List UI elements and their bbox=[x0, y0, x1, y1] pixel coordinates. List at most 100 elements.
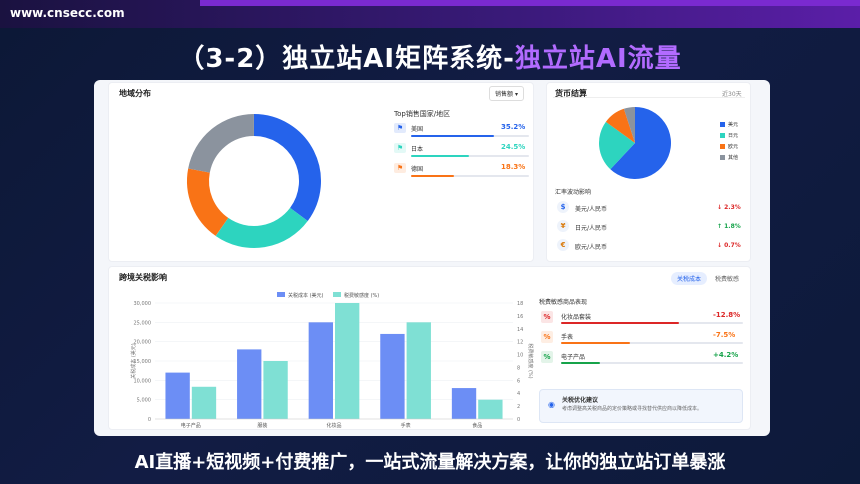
y-right-tick-label: 2 bbox=[517, 404, 520, 410]
country-percent: 24.5% bbox=[501, 143, 526, 151]
y-right-tick-label: 12 bbox=[517, 340, 523, 346]
legend-swatch bbox=[720, 133, 725, 138]
country-name: 美国 bbox=[411, 126, 424, 133]
y-tick-label: 5,000 bbox=[137, 398, 151, 404]
page-title: （3-2）独立站AI矩阵系统-独立站AI流量 bbox=[0, 38, 860, 75]
y-tick-label: 15,000 bbox=[134, 359, 152, 365]
donut-segment-2 bbox=[187, 168, 229, 236]
pie-slice-3 bbox=[623, 107, 635, 143]
legend-label-0: 关税成本 (美元) bbox=[288, 292, 324, 299]
percent-icon: % bbox=[541, 331, 553, 343]
metric-select[interactable]: 销售额 ▾ bbox=[489, 86, 524, 101]
region-donut-chart bbox=[187, 114, 321, 248]
x-tick-label: 电子产品 bbox=[181, 422, 201, 429]
title-main: （3-2）独立站AI矩阵系统- bbox=[178, 44, 515, 74]
legend-label: 日元 bbox=[728, 133, 739, 139]
country-percent: 35.2% bbox=[501, 123, 526, 131]
site-url[interactable]: www.cnsecc.com bbox=[10, 6, 125, 20]
top-countries-title: Top销售国家/地区 bbox=[394, 110, 451, 118]
legend-label: 其他 bbox=[728, 155, 739, 161]
bar-0-4 bbox=[451, 388, 477, 419]
y-tick-label: 20,000 bbox=[134, 340, 152, 346]
fx-pair: 欧元/人民币 bbox=[575, 244, 608, 251]
pie-slice-1 bbox=[599, 121, 635, 170]
currency-icon: $ bbox=[557, 201, 569, 213]
chevron-down-icon: ▾ bbox=[514, 91, 518, 98]
percent-icon: % bbox=[541, 351, 553, 363]
product-name: 电子产品 bbox=[561, 354, 586, 361]
tariff-title: 跨境关税影响 bbox=[119, 273, 167, 282]
tab-tariff-cost[interactable]: 关税成本 bbox=[671, 272, 708, 285]
bar-1-3 bbox=[406, 322, 431, 419]
currency-title: 货币结算 bbox=[555, 89, 587, 98]
y-right-tick-label: 4 bbox=[517, 391, 520, 397]
y-right-axis-label: 税费敏感度 (%) bbox=[527, 343, 534, 378]
y-tick-label: 30,000 bbox=[134, 301, 152, 307]
bar-1-0 bbox=[191, 386, 217, 419]
tip-text: 考虑调整高关税商品的定价策略或寻找替代供应商以降低成本。 bbox=[562, 406, 703, 412]
y-tick-label: 10,000 bbox=[134, 378, 152, 384]
y-right-tick-label: 16 bbox=[517, 314, 523, 320]
divider bbox=[553, 97, 745, 98]
title-highlight: 独立站AI流量 bbox=[514, 44, 682, 74]
lightbulb-icon: ◉ bbox=[548, 400, 555, 409]
x-tick-label: 手表 bbox=[401, 422, 411, 429]
pie-slice-2 bbox=[605, 108, 635, 143]
legend-label: 美元 bbox=[728, 122, 739, 128]
y-right-tick-label: 0 bbox=[517, 417, 520, 423]
fx-change: ↑ 1.8% bbox=[717, 223, 741, 230]
tariff-card: 跨境关税影响 关税成本 税费敏感 关税成本 (美元) 税费敏感度 (%) 0 5,00… bbox=[108, 266, 751, 430]
country-percent: 18.3% bbox=[501, 163, 526, 171]
region-title: 地域分布 bbox=[119, 89, 151, 98]
flag-icon: ⚑ bbox=[394, 143, 406, 153]
fx-pair: 日元/人民币 bbox=[575, 225, 608, 232]
fx-title: 汇率波动影响 bbox=[555, 189, 592, 196]
legend-swatch bbox=[720, 155, 725, 160]
country-bar-track bbox=[411, 155, 529, 157]
country-bar-fill bbox=[411, 135, 495, 137]
bar-1-1 bbox=[263, 361, 288, 419]
legend-label-1: 税费敏感度 (%) bbox=[344, 292, 379, 299]
country-bar-track bbox=[411, 175, 529, 177]
percent-icon: % bbox=[541, 311, 553, 323]
legend-swatch-1 bbox=[333, 292, 341, 297]
product-change: -12.8% bbox=[713, 311, 741, 319]
y-tick-label: 0 bbox=[148, 417, 151, 423]
metric-select-label: 销售额 bbox=[495, 91, 514, 98]
product-bar-fill bbox=[561, 362, 600, 364]
x-tick-label: 化妆品 bbox=[326, 422, 341, 429]
banner-accent bbox=[200, 0, 860, 6]
country-bar-fill bbox=[411, 155, 469, 157]
legend-swatch-0 bbox=[277, 292, 285, 297]
bar-0-2 bbox=[308, 322, 333, 419]
currency-card: 货币结算 近30天 美元 日元 欧元 其他 汇率波动影响 $ 美元/人民币 ↓ 2.3% ¥… bbox=[546, 82, 751, 262]
legend-swatch bbox=[720, 144, 725, 149]
y-right-tick-label: 14 bbox=[517, 327, 523, 333]
pie-slice-0 bbox=[610, 107, 671, 179]
legend-swatch bbox=[720, 122, 725, 127]
sensitive-title: 税费敏感商品表现 bbox=[539, 299, 588, 306]
country-name: 德国 bbox=[411, 166, 424, 173]
country-bar-fill bbox=[411, 175, 455, 177]
y-right-tick-label: 8 bbox=[517, 365, 520, 371]
tip-title: 关税优化建议 bbox=[562, 397, 599, 404]
x-tick-label: 食品 bbox=[472, 422, 482, 429]
bottom-caption: AI直播+短视频+付费推广，一站式流量解决方案，让你的独立站订单暴涨 bbox=[134, 452, 726, 473]
y-right-tick-label: 10 bbox=[517, 353, 523, 359]
x-tick-label: 服装 bbox=[257, 422, 267, 429]
currency-icon: ¥ bbox=[557, 220, 569, 232]
product-bar-track bbox=[561, 362, 743, 364]
product-change: +4.2% bbox=[713, 351, 739, 359]
fx-change: ↓ 2.3% bbox=[717, 204, 741, 211]
region-card: 地域分布 销售额 ▾ Top销售国家/地区 ⚑ 美国 35.2% ⚑ 日本 24.5% ⚑ 德… bbox=[108, 82, 534, 262]
tariff-bar-chart: 关税成本 (美元) 税费敏感度 (%) 0 5,000 10,000 15,000 20,0… bbox=[130, 292, 534, 429]
fx-change: ↓ 0.7% bbox=[717, 242, 741, 249]
y-axis-label: 关税成本 (美元) bbox=[130, 343, 137, 379]
period-label: 近30天 bbox=[722, 91, 742, 98]
country-name: 日本 bbox=[411, 146, 424, 153]
tab-tax-sensitive[interactable]: 税费敏感 bbox=[715, 276, 740, 283]
product-bar-fill bbox=[561, 342, 631, 344]
product-change: -7.5% bbox=[713, 331, 736, 339]
y-tick-label: 25,000 bbox=[134, 320, 152, 326]
y-right-tick-label: 18 bbox=[517, 301, 523, 307]
